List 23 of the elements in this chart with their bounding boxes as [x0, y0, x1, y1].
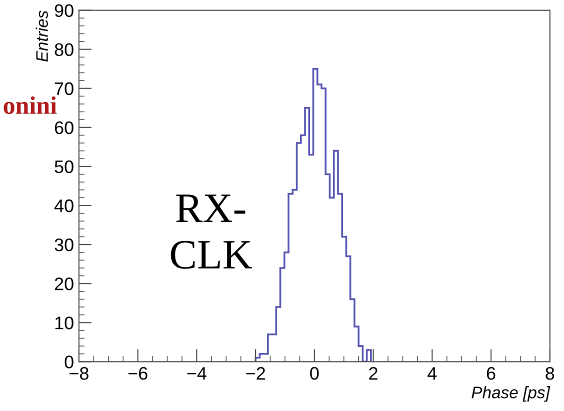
- x-tick-label: 2: [369, 367, 378, 380]
- annotation: RX- CLK: [170, 194, 252, 269]
- x-tick-label: 0: [310, 367, 319, 380]
- x-tick-label: 4: [428, 367, 437, 380]
- y-axis-title: Entries: [36, 10, 48, 62]
- text: onini: [4, 96, 57, 114]
- x-tick-label: −2: [246, 367, 265, 380]
- x-tick-label: 6: [486, 367, 496, 380]
- x-tick-label: −4: [187, 367, 206, 380]
- x-tick-label: −8: [70, 367, 88, 380]
- x-axis-title: Phase [ps]: [472, 386, 550, 402]
- y-tick-label: 10: [55, 316, 74, 330]
- y-tick-label: 20: [54, 278, 74, 290]
- y-tick-label: 60: [54, 121, 74, 134]
- y-tick-label: 0: [64, 356, 74, 368]
- x-tick-label: −6: [128, 367, 148, 380]
- y-tick-label: 40: [54, 199, 74, 212]
- y-tick-label: 80: [54, 43, 74, 56]
- y-tick-label: 90: [54, 4, 74, 17]
- y-tick-label: 30: [54, 238, 74, 252]
- y-tick-label: 70: [54, 82, 74, 96]
- x-tick-label: 8: [546, 367, 554, 380]
- y-tick-label: 50: [54, 160, 74, 174]
